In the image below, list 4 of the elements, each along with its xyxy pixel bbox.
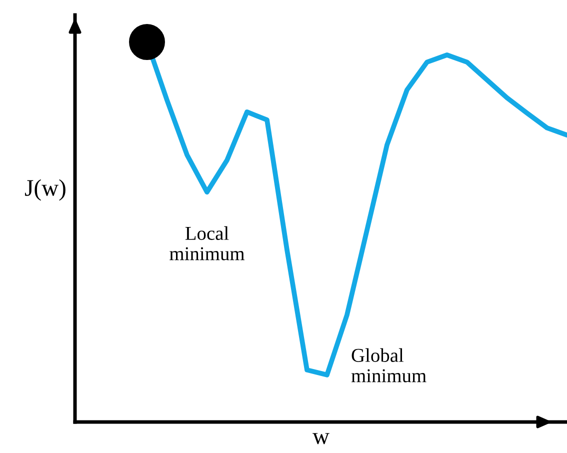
annotation: Global minimum	[351, 348, 426, 382]
x-axis-title: w	[312, 433, 330, 444]
annotation: Local minimum	[170, 226, 245, 260]
y-axis-title: J(w)	[24, 179, 66, 201]
